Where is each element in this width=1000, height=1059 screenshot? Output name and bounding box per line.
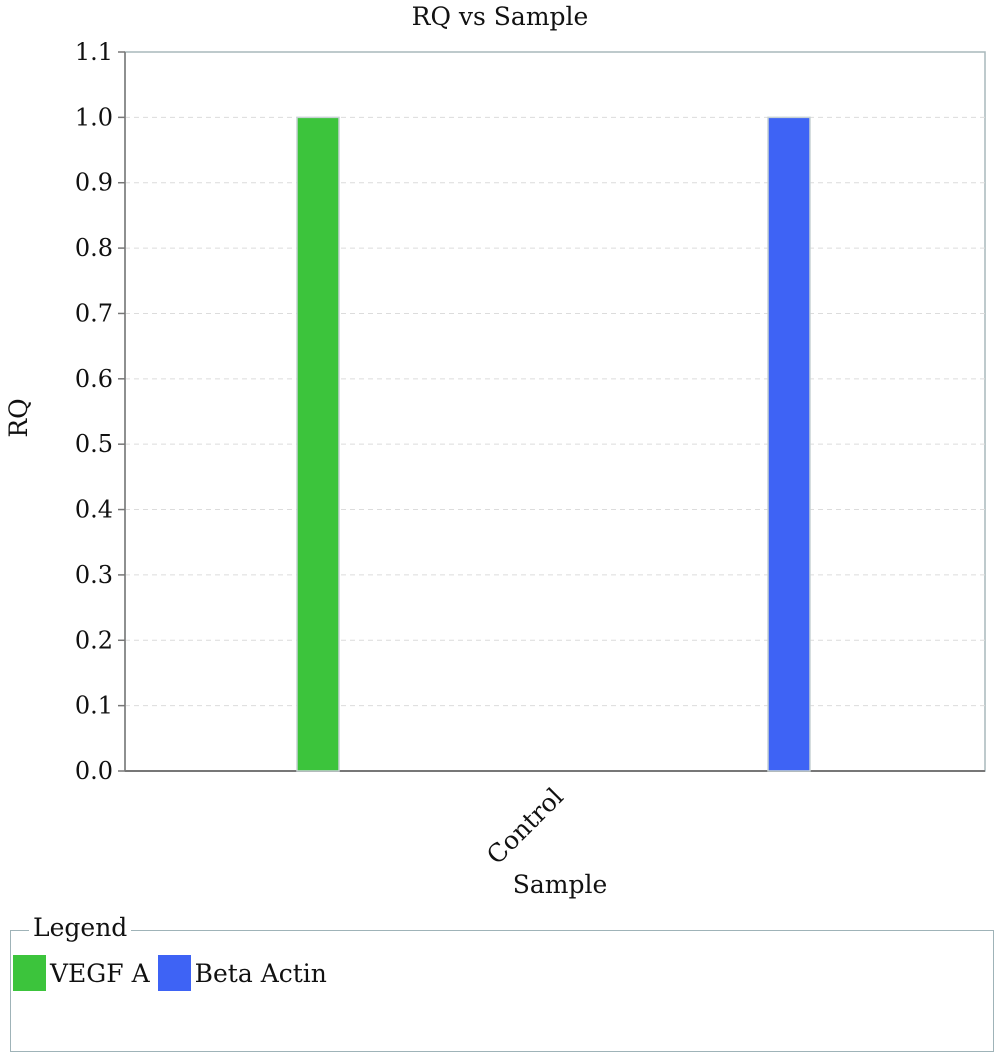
y-tick-label: 0.0 (75, 757, 113, 785)
bar-beta-actin (767, 116, 811, 772)
legend: Legend VEGF A Beta Actin (10, 913, 994, 1052)
y-tick-label: 0.6 (75, 365, 113, 393)
y-tick-label: 0.5 (75, 430, 113, 458)
y-tick-label: 0.7 (75, 299, 113, 327)
plot-frame (124, 51, 986, 772)
legend-label-beta-actin: Beta Actin (194, 958, 327, 988)
y-tick-label: 0.8 (75, 234, 113, 262)
y-tick-label: 0.9 (75, 169, 113, 197)
y-tick-label: 1.0 (75, 103, 113, 131)
bar-chart: 0.0 0.1 0.2 0.3 0.4 0.5 0.6 0.7 0.8 0.9 1.0 1.1 Cont… (4, 38, 986, 899)
x-axis-title: Sample (513, 870, 608, 899)
y-tick-label: 0.3 (75, 561, 113, 589)
legend-item-vegf-a: VEGF A (13, 955, 150, 991)
legend-swatch-beta-actin (157, 955, 191, 991)
y-tick-label: 0.1 (75, 692, 113, 720)
y-axis-title: RQ (4, 398, 33, 437)
bar-vegf-a (296, 116, 340, 772)
y-tick-label: 1.1 (75, 38, 113, 66)
chart-title: RQ vs Sample (411, 2, 589, 31)
legend-items: VEGF A Beta Actin (13, 955, 335, 991)
legend-item-beta-actin: Beta Actin (157, 955, 327, 991)
legend-swatch-vegf-a (13, 955, 46, 991)
legend-title: Legend (29, 913, 132, 942)
y-tick-label: 0.4 (75, 496, 113, 524)
x-tick-label: Control (481, 782, 569, 870)
legend-label-vegf-a: VEGF A (50, 958, 150, 988)
y-tick-label: 0.2 (75, 626, 113, 654)
